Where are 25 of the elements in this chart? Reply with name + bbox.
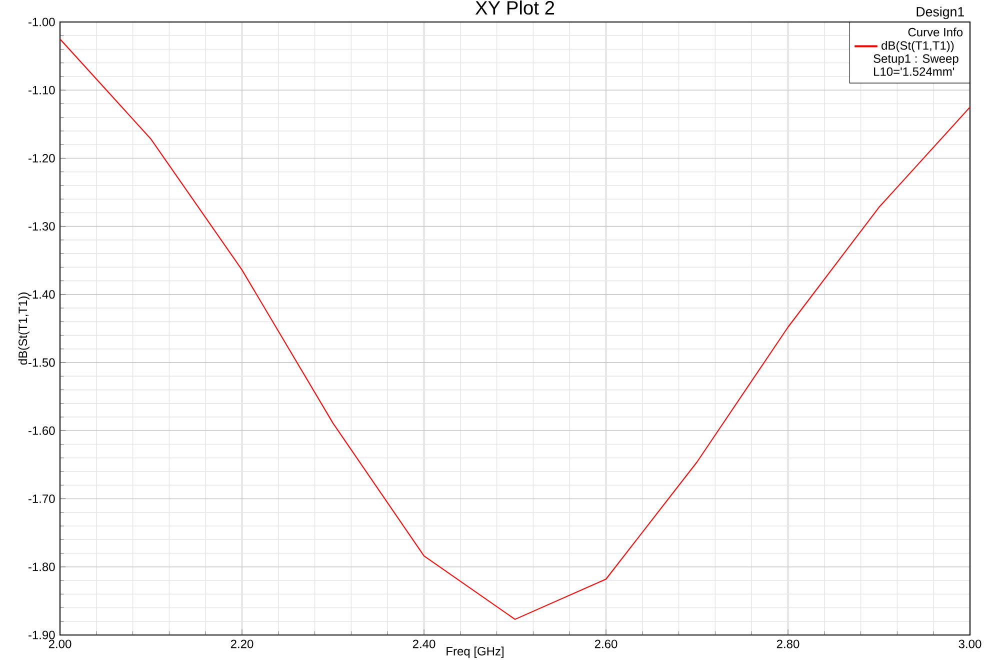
y-tick-label: -1.60 [28,426,55,435]
text: Design1 [916,6,964,20]
y-tick-label: -1.80 [28,562,55,572]
y-tick-label: -1.50 [28,358,55,367]
annotation: Setup1 : Sweep [874,54,958,66]
annotation: L10='1.524mm' [874,67,954,76]
y-axis-title: dB(St(T1,T1)) [18,292,30,365]
y-tick-label: -1.40 [28,290,55,299]
legend-label: dB(St(T1,T1)) [882,40,954,52]
y-tick-label: -1.70 [28,494,55,504]
y-tick-label: -1.10 [28,86,55,94]
y-tick-label: -1.90 [28,630,55,640]
x-axis-title: Freq [GHz] [446,646,504,658]
x-tick-label: 2.00 [48,640,72,648]
chart-title: XY Plot 2 [475,0,554,15]
y-tick-label: -1.20 [28,154,55,162]
y-tick-label: -1.00 [28,18,55,26]
x-tick-label: 2.20 [230,640,254,648]
x-tick-label: 2.40 [412,640,436,648]
x-tick-label: 2.60 [594,640,618,648]
y-tick-label: -1.30 [28,222,55,231]
x-tick-label: 2.80 [776,640,800,648]
x-tick-label: 3.00 [958,640,982,648]
line-series [60,38,970,620]
legend-title: Curve Info [908,28,963,36]
